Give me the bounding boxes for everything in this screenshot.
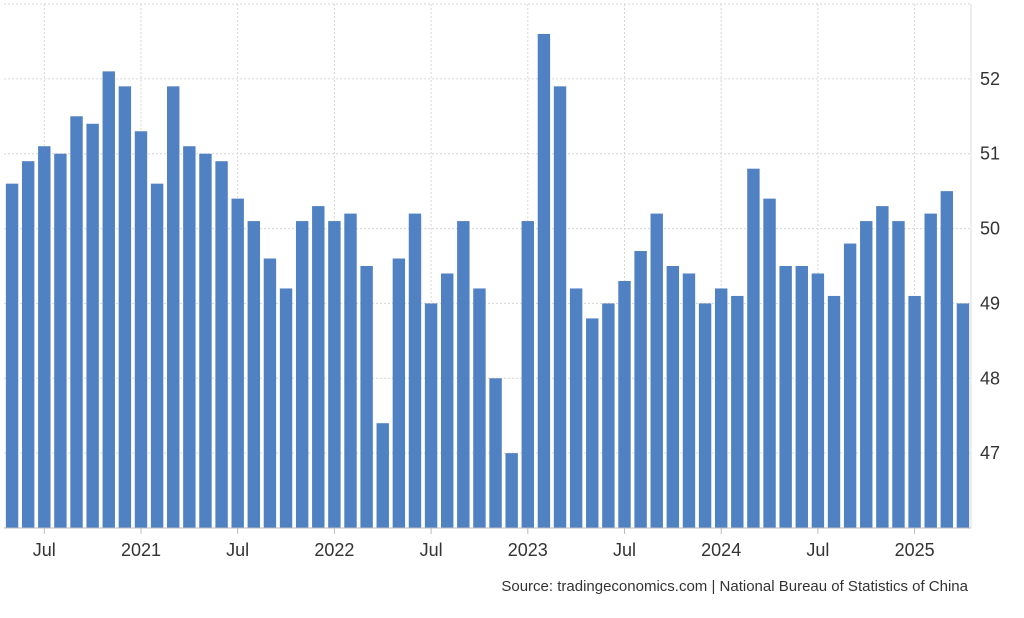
bar-2024-09 bbox=[843, 243, 857, 529]
bar-2022-08 bbox=[441, 273, 454, 528]
bar-2023-06 bbox=[602, 303, 615, 528]
bar-2025-02 bbox=[924, 213, 937, 528]
bar-2023-07 bbox=[618, 280, 631, 528]
bar-2023-08 bbox=[634, 251, 647, 528]
bar-2023-10 bbox=[666, 266, 680, 528]
bar-2021-01 bbox=[134, 131, 148, 528]
bar-2023-09 bbox=[650, 213, 663, 528]
bar-2022-06 bbox=[408, 213, 422, 528]
bar-series bbox=[5, 33, 970, 529]
x-tick-label: Jul bbox=[613, 540, 636, 560]
x-tick-label: Jul bbox=[420, 540, 443, 560]
bar-2024-03 bbox=[747, 168, 760, 528]
grid-lines bbox=[4, 3, 971, 528]
bar-2025-01 bbox=[908, 295, 921, 528]
bar-2020-09 bbox=[70, 116, 83, 529]
bar-2021-05 bbox=[199, 153, 212, 528]
y-tick-label: 49 bbox=[980, 293, 1000, 313]
y-tick-label: 51 bbox=[980, 144, 1000, 164]
bar-2021-12 bbox=[312, 206, 325, 528]
x-tick-label: Jul bbox=[806, 540, 829, 560]
bar-2024-05 bbox=[779, 266, 792, 528]
bar-2023-04 bbox=[569, 288, 583, 528]
x-tick-label: 2021 bbox=[121, 540, 161, 560]
bar-2025-04 bbox=[956, 303, 970, 528]
bar-2022-09 bbox=[457, 221, 470, 529]
x-tick-label: Jul bbox=[226, 540, 249, 560]
x-tick-label: 2023 bbox=[508, 540, 548, 560]
bar-2022-07 bbox=[424, 303, 438, 528]
y-tick-label: 52 bbox=[980, 69, 1000, 89]
bar-2021-04 bbox=[183, 146, 196, 528]
bar-2024-01 bbox=[714, 288, 728, 528]
bar-2023-02 bbox=[537, 33, 551, 528]
bar-2020-08 bbox=[54, 153, 67, 528]
bar-2023-01 bbox=[521, 221, 534, 529]
bar-2021-02 bbox=[150, 183, 164, 528]
axes bbox=[4, 4, 972, 534]
bar-2025-03 bbox=[940, 191, 954, 528]
bar-2022-03 bbox=[360, 266, 373, 528]
bar-2021-08 bbox=[247, 221, 261, 529]
bar-2024-10 bbox=[860, 221, 873, 529]
bar-2024-07 bbox=[811, 273, 825, 528]
bar-2020-06 bbox=[21, 161, 35, 528]
bar-2023-11 bbox=[682, 273, 696, 528]
bar-2024-12 bbox=[892, 221, 905, 529]
bar-2022-02 bbox=[344, 213, 357, 528]
bar-2022-04 bbox=[376, 423, 389, 528]
bar-2020-11 bbox=[102, 71, 115, 528]
bar-2021-10 bbox=[279, 288, 293, 528]
bar-2022-10 bbox=[473, 288, 486, 528]
bar-2020-07 bbox=[38, 146, 51, 528]
bar-2023-12 bbox=[698, 303, 712, 528]
x-tick-label: 2022 bbox=[314, 540, 354, 560]
bar-2021-09 bbox=[263, 258, 277, 528]
bar-2022-12 bbox=[505, 453, 518, 528]
x-tick-label: 2025 bbox=[895, 540, 935, 560]
bar-2022-05 bbox=[392, 258, 406, 528]
bar-2021-07 bbox=[231, 198, 244, 528]
source-attribution: Source: tradingeconomics.com | National … bbox=[501, 578, 968, 595]
bar-2020-10 bbox=[86, 123, 99, 529]
bar-2023-05 bbox=[586, 318, 599, 528]
y-tick-label: 47 bbox=[980, 443, 1000, 463]
bar-2022-01 bbox=[328, 221, 341, 529]
bar-2024-06 bbox=[795, 266, 808, 528]
x-tick-label: Jul bbox=[33, 540, 56, 560]
bar-2021-03 bbox=[167, 86, 180, 528]
y-tick-label: 50 bbox=[980, 219, 1000, 239]
bar-2023-03 bbox=[553, 86, 567, 528]
bar-2021-11 bbox=[295, 221, 309, 529]
bar-2021-06 bbox=[215, 161, 228, 528]
bar-2020-05 bbox=[5, 183, 19, 528]
bar-2024-04 bbox=[763, 198, 776, 528]
y-tick-label: 48 bbox=[980, 368, 1000, 388]
bar-2024-02 bbox=[731, 295, 744, 528]
bar-2024-08 bbox=[827, 295, 841, 528]
x-tick-label: 2024 bbox=[701, 540, 741, 560]
y-tick-labels: 47 48 49 50 51 52 bbox=[980, 69, 1000, 463]
bar-2020-12 bbox=[118, 86, 132, 528]
x-tick-labels: Jul 2021 Jul 2022 Jul 2023 Jul 2024 Jul 2025 bbox=[33, 540, 935, 560]
bar-2024-11 bbox=[876, 206, 889, 528]
bar-2022-11 bbox=[489, 378, 502, 528]
